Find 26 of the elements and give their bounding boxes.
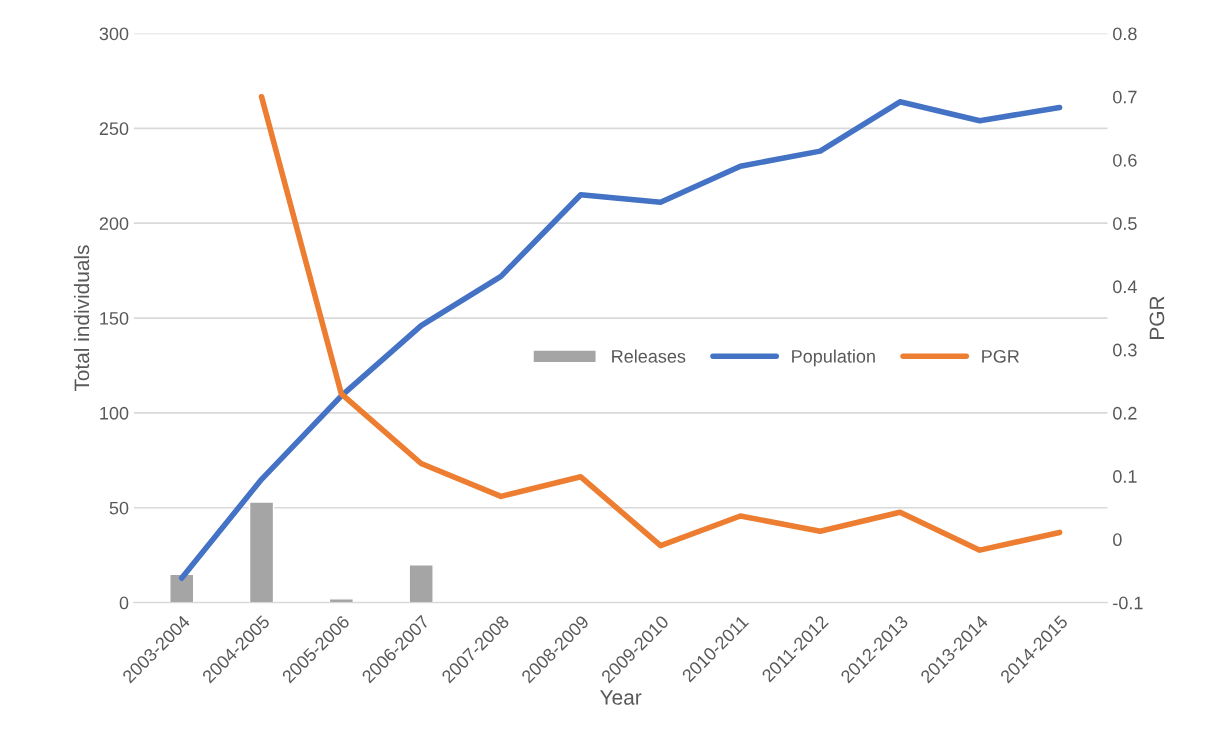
y2-tick-label: 0.8 — [1113, 27, 1137, 41]
y-tick-label: 0 — [119, 596, 129, 610]
legend-label: PGR — [982, 349, 1020, 363]
legend-label: Population — [792, 349, 875, 367]
y2-tick-label: 0.2 — [1113, 406, 1137, 420]
y-tick-label: 250 — [99, 122, 129, 136]
y-tick-label: 200 — [99, 217, 129, 230]
y-tick-label: 100 — [100, 406, 129, 420]
bar — [408, 564, 434, 603]
y-tick-label: 150 — [100, 311, 129, 325]
bar — [248, 501, 275, 603]
y2-axis-title: PGR — [1149, 296, 1165, 339]
legend-label: Releases — [612, 349, 686, 363]
y2-tick-label: 0 — [1113, 533, 1122, 547]
bar — [169, 573, 195, 603]
y-tick-label: 50 — [109, 501, 129, 515]
y2-tick-label: 0.5 — [1113, 217, 1137, 230]
y-axis-title: Total individuals — [73, 245, 90, 392]
y2-tick-label: 0.1 — [1113, 470, 1137, 483]
y2-tick-label: 0.6 — [1113, 153, 1137, 167]
y2-tick-label: 0.7 — [1113, 90, 1137, 104]
x-axis-title: Year — [600, 690, 642, 705]
y-tick-label: 300 — [99, 27, 129, 41]
y2-tick-label: -0.1 — [1113, 596, 1143, 610]
y2-tick-label: 0.3 — [1113, 343, 1137, 357]
y2-tick-label: 0.4 — [1113, 280, 1137, 294]
